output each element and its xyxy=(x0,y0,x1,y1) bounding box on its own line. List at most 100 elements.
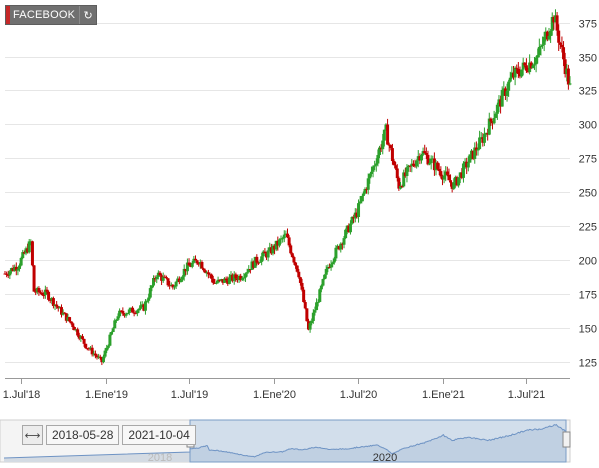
y-tick-label: 150 xyxy=(579,324,597,336)
candle-body xyxy=(219,279,223,281)
candle-body xyxy=(232,274,236,281)
candle-body xyxy=(428,163,432,165)
candle-body xyxy=(371,166,375,172)
navigator[interactable]: 2018 2020 xyxy=(0,419,571,464)
x-tick-label: 1.Ene'19 xyxy=(85,389,128,401)
candle-body xyxy=(482,133,486,143)
candle-body xyxy=(22,252,26,254)
candle-body xyxy=(411,163,415,166)
candle-body xyxy=(565,68,569,75)
candle-body xyxy=(361,193,365,196)
candle-body xyxy=(286,233,289,238)
horizontal-resize-icon[interactable]: ⟷ xyxy=(22,425,43,445)
candle-body xyxy=(408,165,412,167)
navigator-handle[interactable] xyxy=(562,431,571,448)
candle-body xyxy=(568,83,572,85)
candle-body xyxy=(55,304,59,307)
candle-body xyxy=(279,238,283,240)
candle-body xyxy=(471,150,475,159)
candle-body xyxy=(369,171,373,174)
candle-body xyxy=(174,281,178,287)
candle-body xyxy=(539,45,543,47)
candle-body xyxy=(450,182,454,189)
candle-body xyxy=(326,267,330,269)
candle-body xyxy=(334,247,338,259)
candle-body xyxy=(247,269,251,273)
x-tick-label: 1.Jul'19 xyxy=(171,389,209,401)
candle-body xyxy=(76,329,80,336)
candle-body xyxy=(182,268,186,277)
candle-body xyxy=(6,274,10,276)
ticker-label: FACEBOOK xyxy=(13,9,76,21)
range-from-input[interactable]: 2018-05-28 xyxy=(46,425,120,445)
candle-body xyxy=(337,246,341,250)
candle-body xyxy=(203,270,207,273)
candle-body xyxy=(193,258,197,261)
candle-body xyxy=(100,357,104,363)
candle-body xyxy=(447,174,451,181)
candle-body xyxy=(387,144,391,146)
candle-body xyxy=(35,288,39,293)
range-to-input[interactable]: 2021-10-04 xyxy=(122,425,196,445)
candle-body xyxy=(310,320,314,324)
candle-body xyxy=(282,234,286,239)
candle-body xyxy=(474,147,478,151)
candle-body xyxy=(332,258,336,263)
candle-body xyxy=(466,162,470,168)
candle-body xyxy=(171,284,175,288)
candle-body xyxy=(424,152,428,155)
candle-body xyxy=(45,289,49,292)
candle-body xyxy=(300,282,304,290)
candle-body xyxy=(407,165,411,168)
candle-body xyxy=(205,272,209,274)
candle-body xyxy=(169,284,173,286)
candle-body xyxy=(394,165,398,169)
candle-body xyxy=(352,217,356,219)
candle-body xyxy=(273,245,277,250)
candle-body xyxy=(248,269,252,271)
candles-layer xyxy=(3,9,572,366)
candle-body xyxy=(319,285,323,290)
grid-layer xyxy=(5,23,570,363)
candle-body xyxy=(127,309,131,314)
candle-body xyxy=(213,282,217,284)
candle-body xyxy=(30,241,34,266)
candle-body xyxy=(289,245,293,254)
candle-body xyxy=(192,258,196,263)
candle-body xyxy=(440,176,444,180)
candle-body xyxy=(470,150,474,155)
candle-body xyxy=(113,320,117,329)
refresh-icon[interactable]: ↻ xyxy=(79,6,96,24)
candle-body xyxy=(118,310,122,317)
candle-body xyxy=(197,263,201,265)
candle-body xyxy=(342,238,346,245)
candle-body xyxy=(290,253,294,258)
candle-body xyxy=(460,172,464,178)
candle-body xyxy=(360,195,364,202)
candle-body xyxy=(415,160,419,167)
candle-body xyxy=(365,189,369,191)
candle-body xyxy=(266,250,270,258)
candle-body xyxy=(29,241,33,243)
candle-body xyxy=(82,338,86,344)
candle-body xyxy=(340,243,344,245)
y-tick-label: 200 xyxy=(579,256,597,268)
candle-body xyxy=(397,178,401,189)
candle-body xyxy=(324,268,328,275)
candle-body xyxy=(74,329,78,331)
candle-body xyxy=(80,336,84,339)
candle-body xyxy=(258,261,262,263)
navigator-selection[interactable] xyxy=(189,419,567,463)
candle-body xyxy=(105,347,109,351)
candle-body xyxy=(536,55,540,58)
ticker-button[interactable]: FACEBOOK ↻ xyxy=(5,5,98,25)
candle-body xyxy=(253,256,257,268)
candle-body xyxy=(161,276,165,281)
candle-body xyxy=(298,277,302,283)
candle-body xyxy=(126,313,130,315)
candle-body xyxy=(110,332,114,335)
y-tick-label: 250 xyxy=(579,188,597,200)
candle-body xyxy=(386,124,390,145)
